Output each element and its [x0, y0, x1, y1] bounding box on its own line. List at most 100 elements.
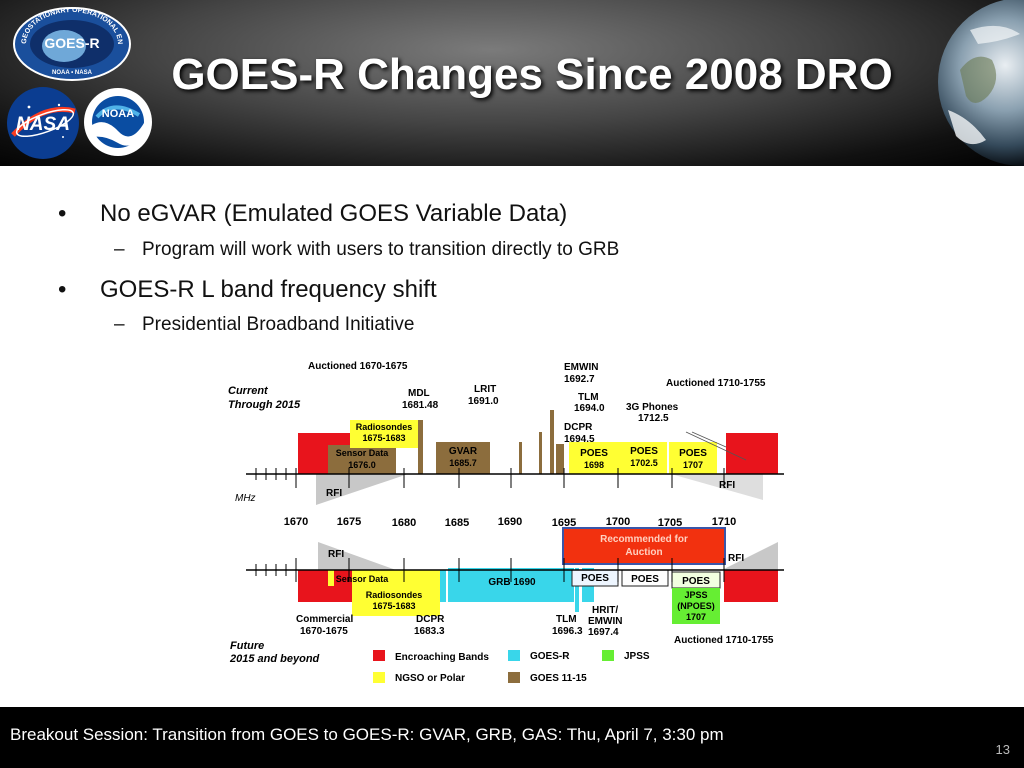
lrit-label: LRIT	[474, 384, 496, 395]
dcpr-freq: 1694.5	[564, 434, 595, 445]
bullet-text: GOES-R L band frequency shift	[100, 276, 437, 303]
legend-label-encroaching: Encroaching Bands	[395, 652, 489, 663]
tlm-label: TLM	[578, 392, 599, 403]
sub-bullet-dash: –	[114, 239, 125, 260]
future-label: Future	[230, 640, 264, 652]
freq-label: 1710	[712, 516, 736, 528]
top-rfi-left-wedge	[316, 474, 408, 505]
noaa-logo: NOAA	[83, 87, 153, 162]
bottom-axis-ticks	[255, 558, 725, 582]
jpss-npoes-label: (NPOES)	[677, 601, 715, 611]
freq-label: 1705	[658, 517, 682, 529]
mhz-label: MHz	[235, 493, 256, 504]
legend-label-goes11: GOES 11-15	[530, 673, 587, 684]
freq-label: 1690	[498, 516, 522, 528]
legend-label-goes-r: GOES-R	[530, 651, 570, 662]
freq-label: 1680	[392, 517, 416, 529]
top-radiosondes-freq: 1675-1683	[362, 433, 405, 443]
top-sensor-band	[328, 445, 396, 474]
slide-title: GOES-R Changes Since 2008 DRO	[171, 50, 893, 99]
freq-label: 1695	[552, 517, 576, 529]
bottom-auctioned-1710-band	[724, 570, 778, 602]
frequency-labels: 1670 1675 1680 1685 1690 1695 1700 1705 …	[284, 516, 736, 529]
top-dcpr-band	[556, 444, 564, 474]
dcpr-label: DCPR	[564, 422, 593, 433]
top-poes2-freq: 1702.5	[630, 458, 658, 468]
top-rfi-left-label: RFI	[326, 488, 342, 499]
bottom-dcpr-label: DCPR	[416, 614, 445, 625]
bottom-rfi-left-wedge	[318, 542, 396, 570]
noaa-logo-text: NOAA	[102, 108, 134, 120]
bottom-dcpr-freq: 1683.3	[414, 626, 445, 637]
bottom-rfi-right-label: RFI	[728, 553, 744, 564]
recommended-auction-box	[562, 527, 726, 565]
sub-bullet-text: Presidential Broadband Initiative	[142, 314, 415, 335]
commercial-label: Commercial	[296, 614, 353, 625]
top-tlm-band	[550, 410, 554, 474]
top-sensor-freq: 1676.0	[348, 460, 376, 470]
gvar-freq: 1685.7	[449, 458, 477, 468]
top-poes1-freq: 1698	[584, 460, 604, 470]
top-poes3-freq: 1707	[683, 460, 703, 470]
grb-label: GRB 1690	[488, 577, 536, 588]
top-rfi-right-wedge	[671, 474, 763, 500]
mdl-freq: 1681.48	[402, 400, 439, 411]
hrit-freq: 1697.4	[588, 627, 619, 638]
bottom-dcpr-band	[440, 570, 446, 602]
bottom-red-strip	[334, 570, 352, 602]
current-label: Current	[228, 385, 269, 397]
top-axis-ticks	[255, 468, 725, 488]
top-sensor-label: Sensor Data	[336, 448, 390, 458]
bottom-jpss-band	[672, 588, 720, 624]
hrit-emwin-label: EMWIN	[588, 616, 622, 627]
jpss-freq: 1707	[686, 612, 706, 622]
emwin-label: EMWIN	[564, 362, 598, 373]
top-poes2-band	[621, 442, 667, 474]
gvar-label: GVAR	[449, 446, 478, 457]
legend: Encroaching Bands GOES-R JPSS NGSO or Po…	[373, 650, 650, 684]
bottom-radiosondes-band	[352, 570, 440, 616]
hrit-label: HRIT/	[592, 605, 618, 616]
sub-bullet-text: Program will work with users to transiti…	[142, 239, 620, 260]
top-gvar-band	[436, 442, 490, 474]
frequency-diagram: Current Through 2015 MHz Auctioned 1670-…	[178, 350, 818, 707]
nasa-logo-text: NASA	[16, 114, 70, 135]
bullet-dot: •	[58, 200, 67, 227]
bottom-tlm-freq: 1696.3	[552, 626, 583, 637]
bottom-auctioned-1710-label: Auctioned 1710-1755	[674, 635, 774, 646]
top-mdl-band	[418, 420, 423, 474]
top-poes1-label: POES	[580, 448, 608, 459]
bullet-dot: •	[58, 276, 67, 303]
tlm-freq: 1694.0	[574, 403, 605, 414]
lrit-freq: 1691.0	[468, 396, 499, 407]
goes-logo-bottom: NOAA • NASA	[52, 70, 93, 76]
bottom-poes1-label: POES	[581, 573, 609, 584]
top-radiosondes-label: Radiosondes	[356, 422, 413, 432]
frequency-diagram-svg: Current Through 2015 MHz Auctioned 1670-…	[228, 361, 784, 684]
earth-image	[930, 0, 1024, 171]
top-poes3-label: POES	[679, 448, 707, 459]
top-poes2-label: POES	[630, 446, 658, 457]
footer-text: Breakout Session: Transition from GOES t…	[10, 725, 724, 744]
commercial-freq: 1670-1675	[300, 626, 348, 637]
phones-leader	[685, 431, 747, 461]
bottom-poes2-label: POES	[631, 574, 659, 585]
top-emwin-band	[539, 432, 542, 474]
phones-leader-2	[691, 431, 727, 448]
freq-label: 1670	[284, 516, 308, 528]
bottom-poes3-label: POES	[682, 576, 710, 587]
slide-header: GEOSTATIONARY OPERATIONAL ENVIRONMENTAL …	[0, 0, 1024, 166]
nasa-logo: NASA	[5, 85, 81, 166]
sub-bullet-dash: –	[114, 314, 125, 335]
top-poes1-band	[569, 442, 621, 474]
bottom-tlm-band	[575, 568, 579, 612]
freq-label: 1675	[337, 516, 361, 528]
jpss-label: JPSS	[684, 590, 707, 600]
bottom-radiosondes-freq: 1675-1683	[372, 601, 415, 611]
recommended-label: Recommended for	[600, 534, 688, 545]
top-poes3-band	[669, 442, 717, 474]
bottom-radiosondes-label: Radiosondes	[366, 590, 423, 600]
bottom-tlm-label: TLM	[556, 614, 577, 625]
legend-swatch-goes11	[508, 672, 520, 683]
current-label-years: Through 2015	[228, 399, 301, 411]
